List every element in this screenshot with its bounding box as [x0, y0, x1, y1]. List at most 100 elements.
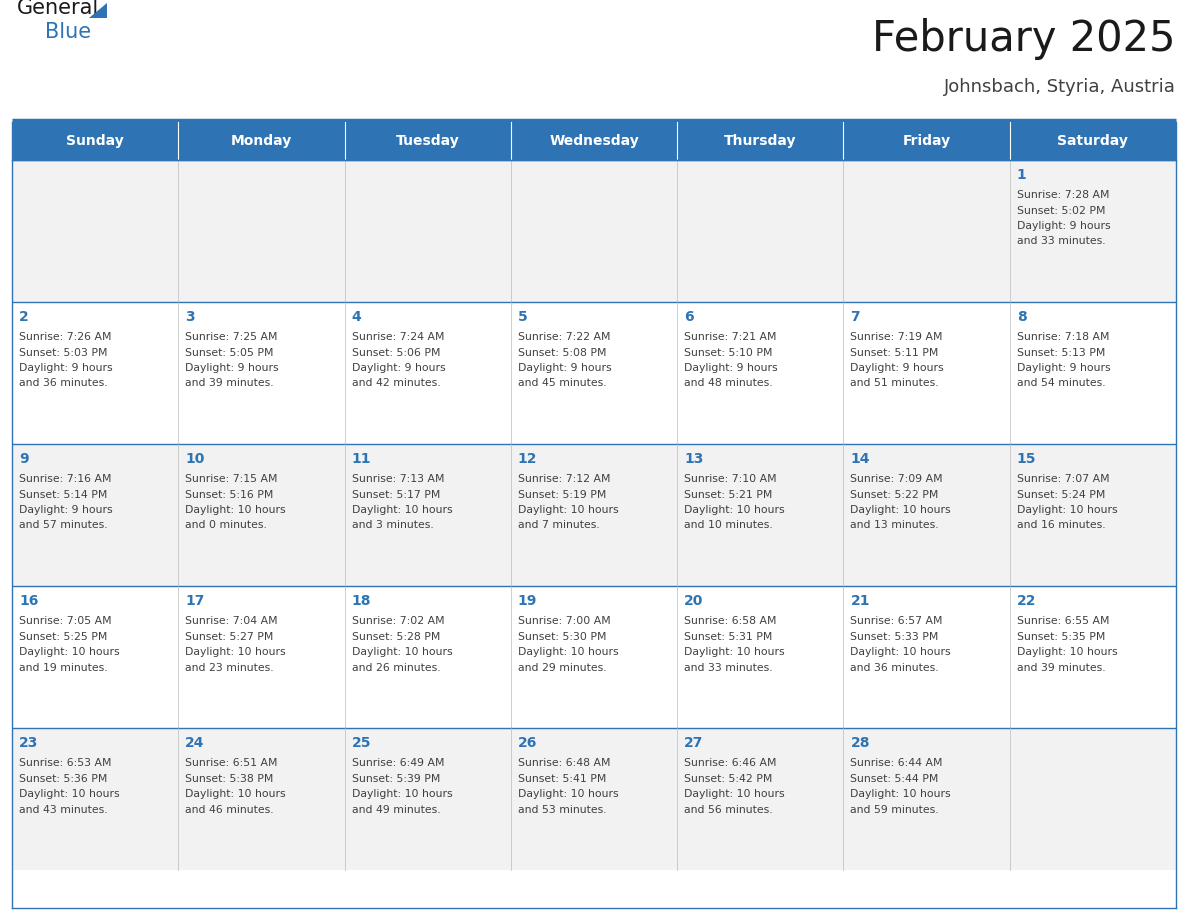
- Text: Sunrise: 7:24 AM: Sunrise: 7:24 AM: [352, 332, 444, 342]
- Text: Sunset: 5:44 PM: Sunset: 5:44 PM: [851, 774, 939, 783]
- Bar: [843, 122, 1010, 160]
- Text: 6: 6: [684, 310, 694, 324]
- Text: 11: 11: [352, 452, 371, 466]
- Text: Sunset: 5:39 PM: Sunset: 5:39 PM: [352, 774, 440, 783]
- Text: 3: 3: [185, 310, 195, 324]
- Text: Saturday: Saturday: [1057, 134, 1129, 148]
- Text: Daylight: 10 hours: Daylight: 10 hours: [19, 789, 120, 799]
- Text: Daylight: 10 hours: Daylight: 10 hours: [518, 789, 619, 799]
- Text: Daylight: 9 hours: Daylight: 9 hours: [1017, 363, 1111, 373]
- Text: Monday: Monday: [230, 134, 292, 148]
- Text: Sunset: 5:28 PM: Sunset: 5:28 PM: [352, 632, 440, 642]
- Text: Sunset: 5:11 PM: Sunset: 5:11 PM: [851, 348, 939, 357]
- Text: Daylight: 10 hours: Daylight: 10 hours: [851, 505, 952, 515]
- Text: Daylight: 10 hours: Daylight: 10 hours: [352, 789, 453, 799]
- Bar: [178, 122, 345, 160]
- Text: February 2025: February 2025: [872, 18, 1176, 60]
- Text: Sunrise: 7:22 AM: Sunrise: 7:22 AM: [518, 332, 611, 342]
- Text: Sunset: 5:38 PM: Sunset: 5:38 PM: [185, 774, 273, 783]
- Text: and 0 minutes.: and 0 minutes.: [185, 521, 267, 531]
- Text: and 54 minutes.: and 54 minutes.: [1017, 378, 1105, 388]
- Text: Daylight: 9 hours: Daylight: 9 hours: [19, 505, 113, 515]
- Text: Daylight: 10 hours: Daylight: 10 hours: [684, 789, 785, 799]
- Text: Daylight: 10 hours: Daylight: 10 hours: [185, 647, 286, 657]
- Text: and 39 minutes.: and 39 minutes.: [1017, 663, 1105, 673]
- Text: Sunrise: 7:09 AM: Sunrise: 7:09 AM: [851, 474, 943, 484]
- Text: Sunrise: 6:49 AM: Sunrise: 6:49 AM: [352, 758, 444, 768]
- Text: Daylight: 10 hours: Daylight: 10 hours: [518, 647, 619, 657]
- Text: Daylight: 10 hours: Daylight: 10 hours: [518, 505, 619, 515]
- Text: Sunset: 5:22 PM: Sunset: 5:22 PM: [851, 489, 939, 499]
- Text: Sunrise: 6:48 AM: Sunrise: 6:48 AM: [518, 758, 611, 768]
- Text: Sunrise: 6:55 AM: Sunrise: 6:55 AM: [1017, 616, 1110, 626]
- Text: and 36 minutes.: and 36 minutes.: [851, 663, 939, 673]
- Text: Sunset: 5:42 PM: Sunset: 5:42 PM: [684, 774, 772, 783]
- Text: and 33 minutes.: and 33 minutes.: [684, 663, 772, 673]
- Text: Sunrise: 7:07 AM: Sunrise: 7:07 AM: [1017, 474, 1110, 484]
- Text: Sunset: 5:08 PM: Sunset: 5:08 PM: [518, 348, 606, 357]
- Text: Daylight: 9 hours: Daylight: 9 hours: [518, 363, 612, 373]
- Text: and 57 minutes.: and 57 minutes.: [19, 521, 108, 531]
- Text: 23: 23: [19, 736, 38, 750]
- Text: and 33 minutes.: and 33 minutes.: [1017, 237, 1105, 247]
- Bar: [12, 444, 1176, 586]
- Text: Sunset: 5:21 PM: Sunset: 5:21 PM: [684, 489, 772, 499]
- Text: Daylight: 10 hours: Daylight: 10 hours: [185, 505, 286, 515]
- Text: Daylight: 10 hours: Daylight: 10 hours: [851, 647, 952, 657]
- Bar: [12, 728, 1176, 870]
- Text: 17: 17: [185, 594, 204, 608]
- Text: and 45 minutes.: and 45 minutes.: [518, 378, 607, 388]
- Text: Sunrise: 6:51 AM: Sunrise: 6:51 AM: [185, 758, 278, 768]
- Bar: [12, 586, 1176, 728]
- Text: and 7 minutes.: and 7 minutes.: [518, 521, 600, 531]
- Text: Blue: Blue: [45, 22, 91, 42]
- Text: Sunset: 5:31 PM: Sunset: 5:31 PM: [684, 632, 772, 642]
- Text: 2: 2: [19, 310, 29, 324]
- Text: 10: 10: [185, 452, 204, 466]
- Text: Daylight: 10 hours: Daylight: 10 hours: [684, 505, 785, 515]
- Text: Wednesday: Wednesday: [549, 134, 639, 148]
- Text: Daylight: 10 hours: Daylight: 10 hours: [1017, 647, 1118, 657]
- Text: Sunset: 5:16 PM: Sunset: 5:16 PM: [185, 489, 273, 499]
- Text: and 59 minutes.: and 59 minutes.: [851, 804, 939, 814]
- Text: Sunrise: 7:13 AM: Sunrise: 7:13 AM: [352, 474, 444, 484]
- Text: 26: 26: [518, 736, 537, 750]
- Text: Sunrise: 6:58 AM: Sunrise: 6:58 AM: [684, 616, 777, 626]
- Text: Sunset: 5:35 PM: Sunset: 5:35 PM: [1017, 632, 1105, 642]
- Text: Sunset: 5:25 PM: Sunset: 5:25 PM: [19, 632, 107, 642]
- Text: 28: 28: [851, 736, 870, 750]
- Text: and 53 minutes.: and 53 minutes.: [518, 804, 607, 814]
- Text: 19: 19: [518, 594, 537, 608]
- Text: and 10 minutes.: and 10 minutes.: [684, 521, 773, 531]
- Bar: [12, 302, 1176, 444]
- Text: 8: 8: [1017, 310, 1026, 324]
- Text: Daylight: 9 hours: Daylight: 9 hours: [19, 363, 113, 373]
- Text: and 43 minutes.: and 43 minutes.: [19, 804, 108, 814]
- Text: Daylight: 10 hours: Daylight: 10 hours: [1017, 505, 1118, 515]
- Text: and 56 minutes.: and 56 minutes.: [684, 804, 772, 814]
- Text: Sunset: 5:41 PM: Sunset: 5:41 PM: [518, 774, 606, 783]
- Text: and 51 minutes.: and 51 minutes.: [851, 378, 939, 388]
- Text: Johnsbach, Styria, Austria: Johnsbach, Styria, Austria: [944, 78, 1176, 96]
- Text: Sunrise: 7:28 AM: Sunrise: 7:28 AM: [1017, 190, 1110, 200]
- Text: Sunset: 5:17 PM: Sunset: 5:17 PM: [352, 489, 440, 499]
- Text: Daylight: 9 hours: Daylight: 9 hours: [1017, 221, 1111, 231]
- Text: 15: 15: [1017, 452, 1036, 466]
- Text: 27: 27: [684, 736, 703, 750]
- Text: 21: 21: [851, 594, 870, 608]
- Text: Sunrise: 7:15 AM: Sunrise: 7:15 AM: [185, 474, 278, 484]
- Text: Sunset: 5:24 PM: Sunset: 5:24 PM: [1017, 489, 1105, 499]
- Text: and 13 minutes.: and 13 minutes.: [851, 521, 939, 531]
- Text: Sunrise: 6:46 AM: Sunrise: 6:46 AM: [684, 758, 777, 768]
- Text: Sunrise: 7:04 AM: Sunrise: 7:04 AM: [185, 616, 278, 626]
- Bar: [345, 122, 511, 160]
- Text: Sunrise: 7:26 AM: Sunrise: 7:26 AM: [19, 332, 112, 342]
- Text: Sunday: Sunday: [67, 134, 124, 148]
- Text: and 42 minutes.: and 42 minutes.: [352, 378, 441, 388]
- Text: Sunset: 5:30 PM: Sunset: 5:30 PM: [518, 632, 606, 642]
- Text: 4: 4: [352, 310, 361, 324]
- Text: Sunset: 5:10 PM: Sunset: 5:10 PM: [684, 348, 772, 357]
- Text: Daylight: 10 hours: Daylight: 10 hours: [352, 647, 453, 657]
- Text: 13: 13: [684, 452, 703, 466]
- Text: Sunrise: 7:05 AM: Sunrise: 7:05 AM: [19, 616, 112, 626]
